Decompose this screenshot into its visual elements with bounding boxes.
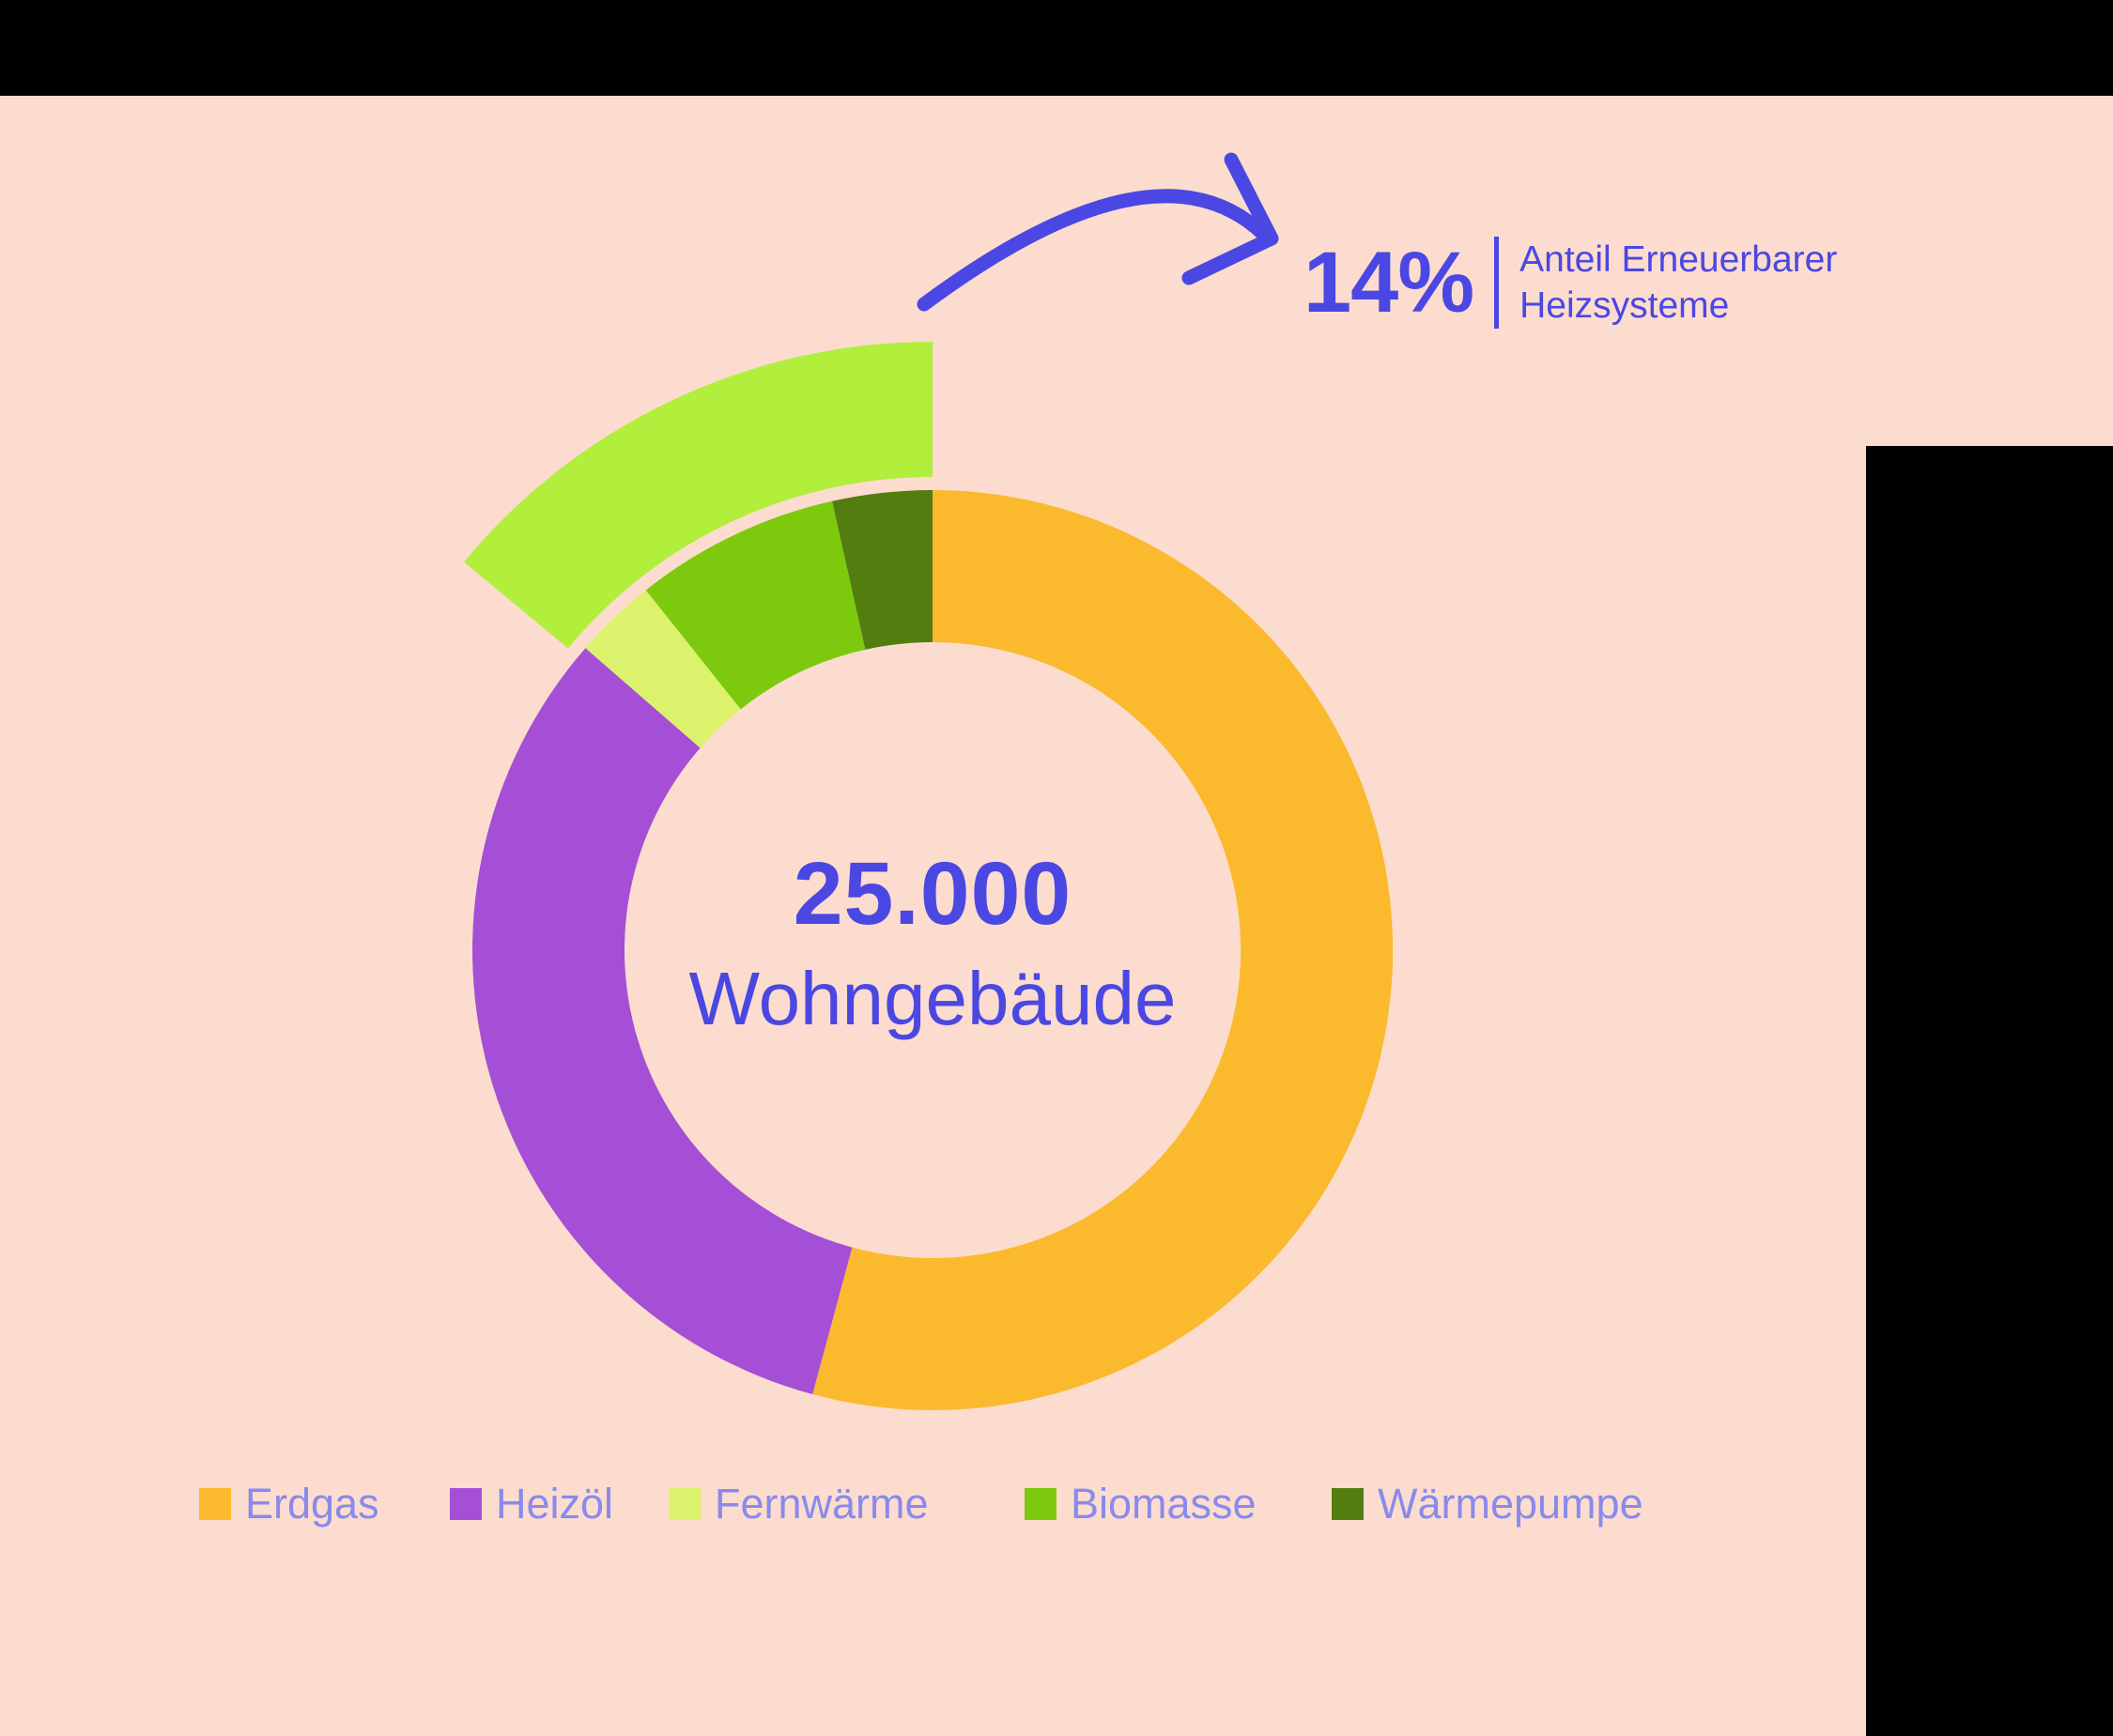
legend-label-heizoel: Heizöl: [496, 1480, 614, 1528]
legend-item-heizoel: Heizöl: [450, 1480, 613, 1529]
chart-legend: Erdgas Heizöl Fernwärme Biomasse Wärmepumpe: [0, 1480, 2113, 1528]
legend-swatch-biomasse: [1025, 1488, 1056, 1520]
legend-label-fernwaerme: Fernwärme: [715, 1480, 929, 1528]
total-label: Wohngebäude: [688, 957, 1177, 1040]
donut-segment-heizoel: [472, 648, 853, 1394]
callout-label: Anteil Erneuerbarer Heizsysteme: [1519, 237, 1837, 329]
donut-segment-biomasse: [645, 500, 866, 710]
callout-arrow-head-icon: [1181, 152, 1279, 285]
renewables-highlight-arc: [464, 342, 933, 649]
legend-label-biomasse: Biomasse: [1071, 1480, 1257, 1528]
donut-segment-erdgas: [812, 490, 1394, 1410]
legend-item-fernwaerme: Fernwärme: [669, 1480, 929, 1529]
callout-arrow-shaft: [917, 189, 1272, 312]
donut-segment-fernwaerme: [585, 590, 741, 748]
legend-swatch-heizoel: [450, 1488, 482, 1520]
legend-swatch-waermepumpe: [1332, 1488, 1364, 1520]
legend-label-erdgas: Erdgas: [245, 1480, 379, 1528]
top-black-bar: [0, 0, 2113, 96]
callout-percentage: 14%: [1303, 235, 1474, 331]
donut-center-text: 25.000 Wohngebäude: [557, 850, 1308, 1037]
callout-label-line2: Heizsysteme: [1519, 285, 1730, 327]
legend-item-biomasse: Biomasse: [1025, 1480, 1257, 1529]
callout-label-line1: Anteil Erneuerbarer: [1519, 239, 1838, 280]
legend-swatch-erdgas: [199, 1488, 231, 1520]
total-value: 25.000: [793, 844, 1072, 944]
legend-swatch-fernwaerme: [669, 1488, 701, 1520]
legend-item-waermepumpe: Wärmepumpe: [1332, 1480, 1643, 1529]
legend-item-erdgas: Erdgas: [199, 1480, 379, 1529]
callout-divider: [1494, 237, 1500, 330]
legend-label-waermepumpe: Wärmepumpe: [1378, 1480, 1643, 1528]
right-black-panel: [1866, 446, 2113, 1736]
donut-segment-waermepumpe: [832, 490, 933, 650]
renewables-callout: 14% Anteil Erneuerbarer Heizsysteme: [1303, 235, 1837, 331]
